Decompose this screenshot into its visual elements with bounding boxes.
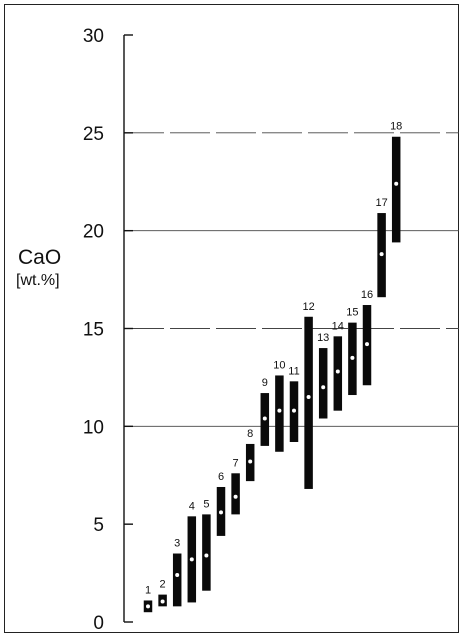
range-bar	[304, 316, 313, 489]
mean-marker	[350, 355, 355, 360]
y-tick-label: 20	[83, 222, 104, 243]
mean-marker	[248, 459, 253, 464]
mean-marker	[262, 416, 267, 421]
y-axis-unit: [wt.%]	[16, 272, 60, 289]
bar-label: 13	[317, 332, 329, 344]
bar-label: 17	[375, 197, 387, 209]
y-tick-label: 25	[83, 124, 104, 145]
bar-label: 15	[346, 307, 358, 319]
y-tick-label: 0	[93, 613, 104, 634]
range-bar	[391, 136, 401, 243]
mean-marker	[160, 599, 165, 604]
y-tick-label: 10	[83, 417, 104, 438]
mean-marker	[146, 604, 150, 609]
bar-label: 16	[361, 289, 373, 301]
mean-marker	[394, 181, 399, 186]
mean-marker	[379, 252, 384, 257]
range-bar	[231, 473, 240, 515]
y-axis-label: CaO	[18, 246, 62, 269]
y-tick-label: 5	[93, 515, 104, 536]
mean-marker	[277, 408, 282, 413]
mean-marker	[365, 342, 369, 347]
range-bar	[275, 375, 284, 452]
bar-label: 14	[332, 320, 344, 332]
mean-marker	[189, 557, 194, 562]
bar-label: 1	[145, 584, 151, 596]
bar-label: 18	[390, 121, 402, 133]
bar-label: 11	[288, 365, 299, 377]
bar-label: 9	[262, 377, 268, 389]
range-bar	[172, 553, 182, 607]
mean-marker	[219, 510, 223, 515]
range-bar	[318, 348, 328, 419]
bar-label: 10	[273, 359, 285, 371]
mean-marker	[306, 394, 311, 399]
bar-label: 2	[160, 579, 166, 591]
bar-label: 5	[203, 498, 209, 510]
mean-marker	[233, 494, 238, 499]
y-tick-label: 30	[83, 26, 104, 47]
bar-label: 7	[233, 457, 239, 469]
bar-label: 12	[302, 301, 314, 313]
bar-label: 4	[189, 500, 195, 512]
bar-label: 6	[218, 471, 224, 483]
y-tick-label: 15	[83, 320, 104, 341]
mean-marker	[335, 369, 340, 374]
range-bar	[202, 514, 211, 591]
bar-label: 8	[247, 428, 253, 440]
figure-frame	[4, 4, 459, 633]
mean-marker	[175, 573, 180, 578]
mean-marker	[321, 385, 326, 390]
mean-marker	[292, 408, 296, 413]
bar-label: 3	[174, 538, 180, 550]
mean-marker	[204, 553, 209, 558]
